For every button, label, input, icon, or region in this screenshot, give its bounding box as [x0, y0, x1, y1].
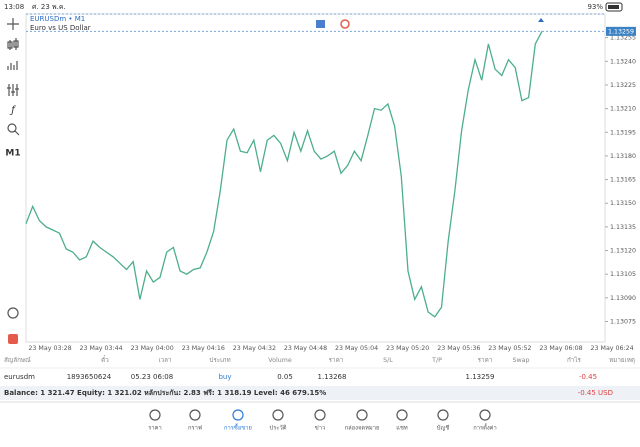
x-tick-label: 23 May 05:20: [386, 345, 429, 352]
y-tick-label: 1.13180: [610, 153, 636, 160]
nav-label[interactable]: บัญชี: [437, 424, 450, 432]
cell-time: 05.23 06:08: [131, 373, 173, 381]
x-tick-label: 23 May 04:00: [131, 345, 174, 352]
x-tick-label: 23 May 04:16: [182, 345, 225, 352]
nav-icon[interactable]: [437, 409, 449, 421]
nav-label[interactable]: ประวัติ: [270, 424, 287, 432]
column-header: สัญลักษณ์: [4, 356, 31, 364]
cell-ticket: 1893650624: [67, 373, 112, 381]
zoom-icon[interactable]: [7, 307, 19, 319]
y-tick-label: 1.13255: [610, 35, 636, 42]
function-icon[interactable]: ƒ: [9, 105, 16, 116]
y-tick-label: 1.13195: [610, 129, 636, 136]
nav-icon[interactable]: [314, 409, 326, 421]
nav-label[interactable]: การตั้งค่า: [473, 423, 497, 432]
nav-label[interactable]: ข่าว: [315, 425, 325, 432]
indicators-icon[interactable]: [7, 84, 19, 96]
cell-symbol[interactable]: eurusdm: [4, 373, 35, 381]
x-tick-label: 23 May 03:28: [28, 345, 71, 352]
x-tick-label: 23 May 04:32: [233, 345, 276, 352]
battery-level: [608, 5, 619, 9]
status-battery: 93%: [587, 3, 603, 11]
y-tick-label: 1.13240: [610, 58, 636, 65]
x-tick-label: 23 May 05:36: [437, 345, 480, 352]
nav-label[interactable]: ราคา: [148, 425, 162, 432]
x-tick-label: 23 May 06:24: [591, 345, 634, 352]
chart-frame: [25, 13, 606, 343]
y-tick-label: 1.13135: [610, 224, 636, 231]
nav-icon[interactable]: [272, 409, 284, 421]
x-tick-label: 23 May 05:52: [488, 345, 531, 352]
cell-type: buy: [218, 373, 231, 381]
column-header: ราคา: [478, 357, 493, 364]
status-time: 13:08: [4, 3, 24, 11]
flag-icon: [340, 19, 350, 29]
flag-icon: [316, 20, 325, 28]
balance-bar: [0, 386, 640, 400]
trade-icon[interactable]: [8, 334, 18, 344]
nav-label[interactable]: แชท: [396, 425, 408, 432]
status-date: ศ. 23 พ.ค.: [32, 3, 66, 11]
cell-profit: -0.45: [579, 373, 597, 381]
nav-icon[interactable]: [189, 409, 201, 421]
current-price-box: [606, 26, 636, 36]
y-tick-label: 1.13075: [610, 319, 636, 326]
cell-price: 1.13268: [318, 373, 347, 381]
chart-type-icon[interactable]: [7, 38, 19, 50]
x-tick-label: 23 May 04:48: [284, 345, 327, 352]
nav-icon[interactable]: [149, 409, 161, 421]
column-header: T/P: [431, 357, 442, 364]
cell-volume: 0.05: [277, 373, 293, 381]
position-marker: [538, 18, 544, 22]
crosshair-icon[interactable]: [7, 18, 19, 30]
y-tick-label: 1.13105: [610, 271, 636, 278]
column-header: กำไร: [567, 356, 582, 364]
y-tick-label: 1.13150: [610, 200, 636, 207]
y-tick-label: 1.13120: [610, 248, 636, 255]
y-tick-label: 1.13165: [610, 177, 636, 184]
nav-label[interactable]: การซื้อขาย: [224, 423, 252, 432]
y-tick-label: 1.13210: [610, 106, 636, 113]
current-price-label: 1.13259: [608, 28, 634, 35]
column-header: Volume: [268, 357, 292, 364]
x-tick-label: 23 May 06:08: [539, 345, 582, 352]
balance-profit: -0.45 USD: [578, 389, 613, 397]
nav-icon[interactable]: [232, 409, 244, 421]
left-toolbar: ƒ M1: [5, 18, 21, 344]
balance-summary: Balance: 1 321.47 Equity: 1 321.02 หลักป…: [4, 389, 326, 397]
volume-icon[interactable]: [7, 61, 18, 70]
column-header: S/L: [383, 357, 393, 364]
column-header: ประเภท: [209, 357, 230, 364]
column-header: ตั๋ว: [101, 355, 109, 364]
nav-label[interactable]: กราฟ: [188, 425, 202, 432]
nav-icon[interactable]: [356, 409, 368, 421]
nav-icon[interactable]: [479, 409, 491, 421]
nav-icon[interactable]: [396, 409, 408, 421]
nav-label[interactable]: กล่องจดหมาย: [345, 425, 380, 432]
table: สัญลักษณ์ ตั๋ว เวลา ประเภท Volume ราคา S…: [0, 355, 640, 381]
cell-current-price: 1.13259: [466, 373, 495, 381]
x-tick-label: 23 May 03:44: [80, 345, 123, 352]
y-tick-label: 1.13225: [610, 82, 636, 89]
column-header: Swap: [512, 357, 529, 364]
timeframe-button[interactable]: M1: [5, 149, 20, 159]
column-header: เวลา: [158, 357, 171, 364]
chart-subtitle: Euro vs US Dollar: [30, 24, 91, 32]
price-line: [25, 30, 543, 318]
objects-icon[interactable]: [7, 123, 20, 136]
column-header: หมายเหตุ: [609, 357, 635, 364]
x-tick-label: 23 May 05:04: [335, 345, 378, 352]
chart-title: EURUSDm • M1: [30, 15, 85, 23]
y-tick-label: 1.13090: [610, 295, 636, 302]
battery-icon: [605, 2, 623, 12]
column-header: ราคา: [329, 357, 344, 364]
